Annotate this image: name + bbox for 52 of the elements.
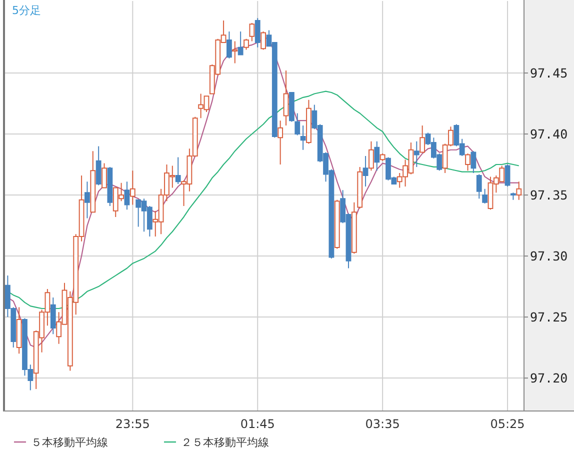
legend-label: ５本移動平均線 xyxy=(31,436,108,449)
candlestick xyxy=(368,140,374,172)
y-tick-label: 97.35 xyxy=(530,188,568,203)
candlestick xyxy=(249,22,255,42)
candlestick xyxy=(294,112,300,136)
candlestick xyxy=(351,202,357,254)
candlestick xyxy=(175,156,181,185)
candlestick xyxy=(238,31,244,56)
candlestick xyxy=(380,153,386,162)
candlestick xyxy=(306,99,312,144)
candlestick xyxy=(278,120,284,166)
x-tick-label: 23:55 xyxy=(115,417,150,431)
candlestick xyxy=(300,124,306,150)
candlestick xyxy=(420,124,426,153)
candlestick xyxy=(362,155,368,187)
x-tick-label: 01:45 xyxy=(240,417,275,431)
chart-title: 5分足 xyxy=(12,4,41,17)
x-tick-label: 05:25 xyxy=(490,417,525,431)
candlestick xyxy=(504,164,510,187)
candlestick xyxy=(244,38,249,50)
candlestick xyxy=(130,170,136,206)
candlestick xyxy=(510,192,516,200)
candlestick xyxy=(102,162,107,188)
legend-label: ２５本移動平均線 xyxy=(181,436,269,449)
candlestick xyxy=(232,40,238,64)
y-tick-label: 97.45 xyxy=(530,65,568,80)
candlestick xyxy=(414,140,420,168)
y-tick-label: 97.30 xyxy=(530,248,568,264)
candlestick xyxy=(357,166,363,209)
y-tick-label: 97.40 xyxy=(530,126,568,142)
candlestick xyxy=(226,31,232,59)
candlestick xyxy=(50,297,56,335)
candlestick xyxy=(476,174,482,200)
candlestick xyxy=(374,140,380,172)
candlestick xyxy=(288,92,294,122)
candlestick xyxy=(334,199,340,250)
candlestick xyxy=(465,153,470,172)
candlestick xyxy=(516,181,522,200)
candlestick xyxy=(254,18,260,48)
candlestick xyxy=(84,181,90,219)
candlestick xyxy=(16,306,22,354)
candlestick xyxy=(96,146,102,186)
candlestick xyxy=(482,188,488,204)
candlestick xyxy=(107,166,113,206)
candlestick xyxy=(90,150,96,213)
y-tick-label: 97.20 xyxy=(530,370,568,386)
x-tick-label: 03:35 xyxy=(365,417,400,431)
candlestick xyxy=(260,31,266,50)
y-tick-label: 97.25 xyxy=(530,310,568,325)
candlestick xyxy=(470,150,476,174)
candlestick xyxy=(124,181,130,210)
candlestick xyxy=(283,70,289,126)
